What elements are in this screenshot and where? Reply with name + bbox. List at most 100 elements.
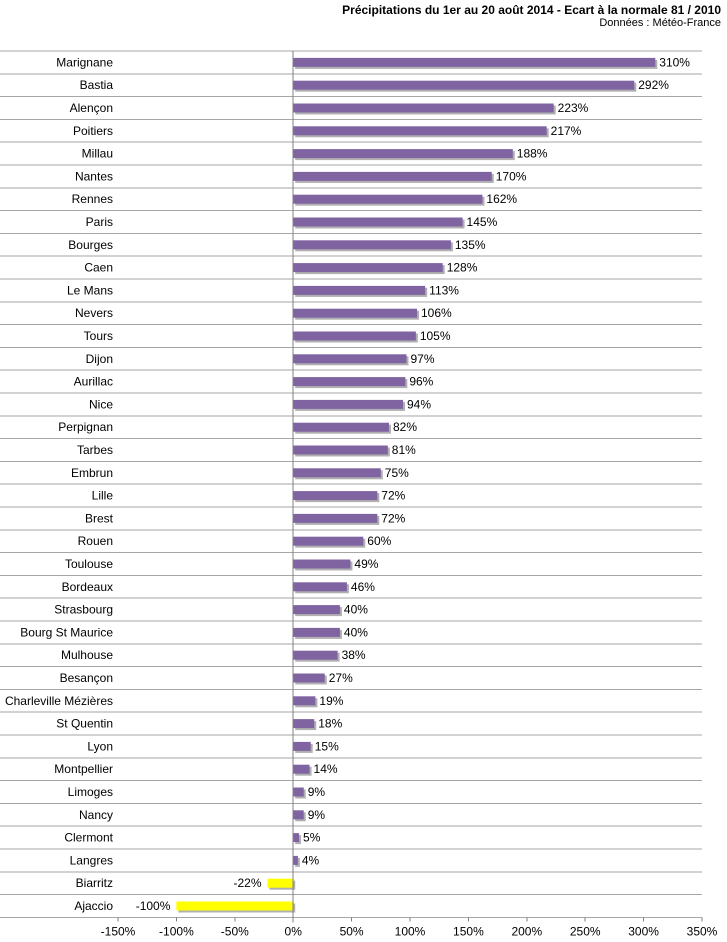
- value-label: 75%: [385, 466, 409, 480]
- value-label: 38%: [342, 648, 366, 662]
- category-label: Brest: [85, 511, 114, 525]
- value-label: 128%: [447, 261, 478, 275]
- x-tick-label: 200%: [511, 924, 542, 938]
- value-label: 292%: [638, 78, 669, 92]
- value-labels: 310% 292% 223% 217%188% 170% 162% 145% 135% 128%…: [136, 55, 691, 913]
- value-label: 96%: [409, 375, 433, 389]
- bar: [293, 263, 443, 273]
- category-label: Biarritz: [76, 876, 113, 890]
- value-label: 97%: [410, 352, 434, 366]
- bar: [293, 308, 418, 318]
- category-label: Poitiers: [73, 124, 113, 138]
- bar: [293, 80, 635, 90]
- x-tick-label: 250%: [570, 924, 601, 938]
- value-label: 105%: [420, 329, 451, 343]
- category-label: Bastia: [80, 78, 114, 92]
- category-label: Montpellier: [54, 762, 113, 776]
- value-label: 49%: [354, 557, 378, 571]
- bar: [293, 445, 388, 455]
- bar: [293, 240, 451, 250]
- bar: [293, 103, 554, 113]
- x-tick-label: -150%: [101, 924, 136, 938]
- value-label: 223%: [558, 101, 589, 115]
- value-label: 113%: [429, 283, 459, 297]
- value-label: 5%: [303, 831, 321, 845]
- category-label: Tarbes: [77, 443, 113, 457]
- value-label: -100%: [136, 899, 171, 913]
- value-label: 217%: [551, 124, 582, 138]
- category-label: Besançon: [60, 671, 113, 685]
- bar: [293, 468, 381, 478]
- x-tick-label: -100%: [159, 924, 194, 938]
- category-label: Bordeaux: [62, 580, 113, 594]
- x-tick-label: 150%: [453, 924, 484, 938]
- category-label: Ajaccio: [74, 899, 113, 913]
- value-label: 188%: [517, 147, 548, 161]
- chart-title: Précipitations du 1er au 20 août 2014 - …: [342, 3, 721, 17]
- category-label: Clermont: [64, 831, 113, 845]
- category-label: Rennes: [72, 192, 113, 206]
- value-label: 82%: [393, 420, 417, 434]
- bar: [293, 673, 325, 683]
- bar: [293, 536, 364, 546]
- value-label: 145%: [467, 215, 498, 229]
- bar: [293, 696, 316, 706]
- value-label: 310%: [659, 55, 690, 69]
- category-label: Tours: [84, 329, 113, 343]
- chart-subtitle: Données : Météo-France: [599, 17, 721, 29]
- category-label: Toulouse: [65, 557, 113, 571]
- category-labels: Marignane Bastia Alençon Poitiers Millau Nant…: [5, 55, 114, 913]
- value-label: 81%: [392, 443, 416, 457]
- value-label: 40%: [344, 603, 368, 617]
- value-label: 72%: [381, 489, 405, 503]
- value-label: 14%: [314, 762, 338, 776]
- category-label: Perpignan: [58, 420, 113, 434]
- bar: [293, 194, 483, 204]
- category-label: Lille: [92, 489, 114, 503]
- gridlines: [0, 50, 702, 918]
- category-label: Bourges: [68, 238, 113, 252]
- category-label: Bourg St Maurice: [20, 625, 113, 639]
- bar: [293, 377, 406, 387]
- category-label: Nantes: [75, 169, 113, 183]
- category-label: Nancy: [79, 808, 113, 822]
- bar: [293, 833, 300, 843]
- bars: [176, 57, 656, 911]
- category-label: Paris: [86, 215, 113, 229]
- value-label: 15%: [315, 739, 339, 753]
- category-label: Nice: [89, 397, 113, 411]
- value-label: 135%: [455, 238, 486, 252]
- bar: [293, 582, 347, 592]
- bar: [293, 810, 304, 820]
- category-label: Millau: [82, 147, 113, 161]
- bar: [293, 491, 378, 501]
- category-label: Dijon: [86, 352, 113, 366]
- bar: [293, 331, 416, 341]
- bar: [293, 559, 351, 569]
- value-label: 72%: [381, 511, 405, 525]
- x-tick-label: 100%: [395, 924, 426, 938]
- x-tick-label: 350%: [687, 924, 718, 938]
- value-label: 19%: [319, 694, 343, 708]
- bar: [293, 741, 311, 751]
- bar: [293, 627, 340, 637]
- bar: [293, 57, 656, 67]
- category-label: Marignane: [56, 55, 113, 69]
- category-label: Strasbourg: [54, 603, 113, 617]
- category-label: Rouen: [78, 534, 113, 548]
- value-label: 170%: [496, 169, 527, 183]
- value-label: 46%: [351, 580, 375, 594]
- category-label: Le Mans: [67, 283, 113, 297]
- bar: [176, 901, 294, 911]
- category-label: Limoges: [68, 785, 113, 799]
- bar: [293, 650, 338, 660]
- bar: [293, 719, 315, 729]
- value-label: 40%: [344, 625, 368, 639]
- x-tick-label: 300%: [628, 924, 659, 938]
- category-label: St Quentin: [56, 717, 113, 731]
- category-label: Embrun: [71, 466, 113, 480]
- bar: [293, 764, 310, 774]
- bar: [293, 354, 407, 364]
- value-label: 94%: [407, 397, 431, 411]
